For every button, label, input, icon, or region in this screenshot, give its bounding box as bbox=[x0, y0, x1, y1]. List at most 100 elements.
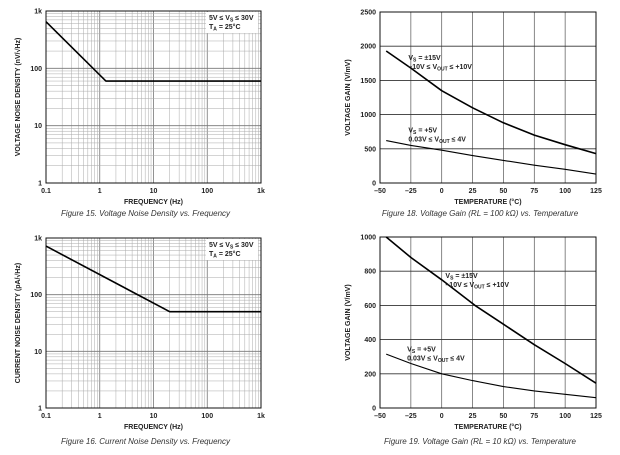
plot-frame bbox=[45, 237, 262, 409]
x-axis-label: FREQUENCY (Hz) bbox=[124, 424, 183, 431]
annotation-segment: V bbox=[407, 347, 412, 354]
y-tick-label: 100 bbox=[30, 66, 42, 73]
annotation-text: 0.03V ≤ VOUT ≤ 4V bbox=[407, 356, 465, 365]
y-tick-label: 500 bbox=[364, 146, 376, 153]
subscript: OUT bbox=[474, 285, 485, 291]
annotation-text: 5V ≤ VS ≤ 30V bbox=[209, 242, 254, 251]
chart-2: –50 –25 0 25 50 75 100 125 0 500 1000 1500 2000 2500 T… bbox=[345, 10, 602, 219]
y-tick-label: 0 bbox=[372, 406, 376, 413]
x-tick-label: 1k bbox=[257, 413, 265, 420]
annotation-segment: –10V ≤ V bbox=[445, 282, 474, 289]
annotation-segment: = 25°C bbox=[217, 250, 241, 258]
y-tick-label: 400 bbox=[364, 337, 376, 344]
x-tick-label: 0.1 bbox=[41, 413, 51, 420]
y-tick-label: 10 bbox=[34, 349, 42, 356]
x-tick-label: 0 bbox=[440, 413, 444, 420]
y-tick-label: 2000 bbox=[360, 44, 376, 51]
subscript: A bbox=[213, 27, 217, 33]
subscript: OUT bbox=[437, 66, 448, 72]
annotation-segment: T bbox=[209, 251, 214, 258]
annotation-text: –10V ≤ VOUT ≤ +10V bbox=[445, 282, 509, 291]
x-tick-label: 1 bbox=[98, 413, 102, 420]
series-line-1 bbox=[45, 245, 261, 313]
x-tick-label: 50 bbox=[500, 413, 508, 420]
y-tick-label: 2500 bbox=[360, 10, 376, 17]
annotation-segment: ≤ 30V bbox=[233, 242, 254, 249]
annotation-text: VS = ±15V bbox=[408, 55, 441, 64]
series-line-2 bbox=[386, 353, 597, 399]
x-tick-label: 25 bbox=[469, 188, 477, 195]
subscript: OUT bbox=[439, 139, 450, 145]
y-tick-label: 1 bbox=[38, 406, 42, 413]
y-tick-label: 1500 bbox=[360, 78, 376, 85]
annotation-segment: = 25°C bbox=[217, 23, 241, 31]
x-axis-label: TEMPERATURE (°C) bbox=[454, 423, 521, 431]
y-axis-label: VOLTAGE GAIN (V/mV) bbox=[345, 284, 352, 360]
y-tick-label: 10 bbox=[34, 123, 42, 130]
subscript: OUT bbox=[438, 358, 449, 364]
y-tick-label: 1k bbox=[34, 9, 42, 16]
annotation-text: VS = ±15V bbox=[445, 273, 478, 282]
x-tick-label: 100 bbox=[559, 413, 571, 420]
y-tick-label: 800 bbox=[364, 269, 376, 276]
x-tick-label: 125 bbox=[590, 413, 602, 420]
annotation-segment: = ±15V bbox=[416, 55, 441, 62]
annotation-text: 5V ≤ VS ≤ 30V bbox=[209, 15, 254, 24]
y-tick-label: 1k bbox=[34, 236, 42, 243]
annotation-text: TA = 25°C bbox=[209, 250, 241, 260]
annotation-text: VS = +5V bbox=[408, 127, 437, 136]
x-tick-label: –25 bbox=[405, 188, 417, 195]
figure-caption: Figure 16. Current Noise Density vs. Fre… bbox=[61, 437, 231, 446]
x-tick-label: 75 bbox=[530, 188, 538, 195]
subscript: S bbox=[412, 349, 416, 355]
x-tick-label: –50 bbox=[374, 413, 386, 420]
x-tick-label: 100 bbox=[201, 413, 213, 420]
x-tick-label: 1 bbox=[98, 188, 102, 195]
y-tick-label: 1000 bbox=[360, 235, 376, 242]
annotation-segment: V bbox=[445, 273, 450, 280]
subscript: S bbox=[413, 130, 417, 136]
x-tick-label: 10 bbox=[150, 188, 158, 195]
x-tick-label: 100 bbox=[559, 188, 571, 195]
annotation-segment: 5V ≤ V bbox=[209, 15, 230, 22]
annotation-segment: 5V ≤ V bbox=[209, 242, 230, 249]
annotation-segment: V bbox=[408, 127, 413, 134]
x-axis-label: FREQUENCY (Hz) bbox=[124, 199, 183, 206]
annotation-background bbox=[206, 239, 258, 260]
annotation-segment: ≤ 30V bbox=[233, 15, 254, 22]
series-line-1 bbox=[45, 21, 261, 82]
x-tick-label: 0 bbox=[440, 188, 444, 195]
annotation-segment: ≤ +10V bbox=[485, 282, 510, 289]
x-tick-label: 25 bbox=[469, 413, 477, 420]
annotation-segment: T bbox=[209, 24, 214, 31]
x-tick-label: 75 bbox=[530, 413, 538, 420]
x-tick-label: 125 bbox=[590, 188, 602, 195]
figure-caption: Figure 18. Voltage Gain (RL = 100 kΩ) vs… bbox=[382, 209, 579, 218]
x-tick-label: 100 bbox=[201, 188, 213, 195]
annotation-segment: ≤ +10V bbox=[448, 64, 473, 71]
x-tick-label: –25 bbox=[405, 413, 417, 420]
annotation-text: VS = +5V bbox=[407, 347, 436, 356]
y-axis-label: VOLTAGE NOISE DENSITY (nV/√Hz) bbox=[14, 38, 22, 157]
subscript: S bbox=[450, 276, 454, 282]
annotation-segment: –10V ≤ V bbox=[408, 64, 437, 71]
plot-frame bbox=[45, 10, 262, 184]
plot-frame bbox=[379, 11, 597, 184]
y-axis-label: CURRENT NOISE DENSITY (pA/√Hz) bbox=[14, 263, 22, 383]
figure-caption: Figure 15. Voltage Noise Density vs. Fre… bbox=[61, 209, 231, 218]
x-tick-label: –50 bbox=[374, 188, 386, 195]
x-tick-label: 0.1 bbox=[41, 188, 51, 195]
annotation-text: TA = 25°C bbox=[209, 23, 241, 33]
subscript: S bbox=[413, 57, 417, 63]
subscript: S bbox=[230, 18, 234, 24]
annotation-segment: ≤ 4V bbox=[450, 136, 467, 143]
x-tick-label: 50 bbox=[500, 188, 508, 195]
series-line-2 bbox=[386, 140, 597, 175]
y-tick-label: 1 bbox=[38, 181, 42, 188]
subscript: A bbox=[213, 254, 217, 260]
annotation-background bbox=[206, 12, 258, 33]
annotation-segment: = +5V bbox=[416, 127, 437, 134]
y-axis-label: VOLTAGE GAIN (V/mV) bbox=[345, 59, 352, 135]
